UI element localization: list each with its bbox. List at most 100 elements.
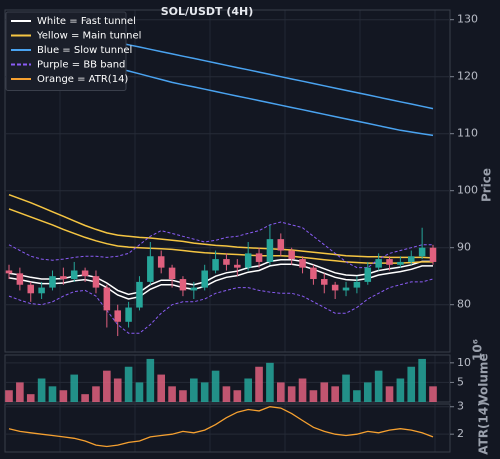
volume-bar <box>287 386 296 402</box>
volume-bar <box>157 374 166 402</box>
candle-body <box>5 270 13 274</box>
candle-body <box>114 310 121 322</box>
volume-bar <box>70 374 79 402</box>
candle-body <box>81 270 89 277</box>
volume-bar <box>211 370 220 402</box>
volume-bar <box>222 386 231 402</box>
y-tick-label: 100 <box>457 184 478 197</box>
candle-body <box>342 287 350 291</box>
candle-body <box>277 239 285 251</box>
candle-body <box>299 259 306 268</box>
candle-body <box>364 267 372 282</box>
candle-body <box>38 287 45 294</box>
legend-box <box>5 11 127 91</box>
candle-body <box>201 270 208 288</box>
legend-label: Purple = BB band <box>37 60 125 71</box>
y-axis-label: Volume <box>477 353 491 403</box>
chart-title: SOL/USDT (4H) <box>161 5 254 18</box>
overlay-line <box>8 221 433 269</box>
y-tick-label: 130 <box>457 13 478 26</box>
overlay-line <box>8 263 433 300</box>
candle-body <box>157 256 165 268</box>
candle-body <box>266 239 274 262</box>
volume-bar <box>331 386 339 402</box>
volume-bar <box>353 390 361 402</box>
volume-bar <box>320 382 329 402</box>
volume-bar <box>113 378 122 402</box>
volume-bar <box>276 382 285 402</box>
y-tick-label: 5 <box>457 375 464 388</box>
volume-bar <box>309 390 318 402</box>
volume-bar <box>37 378 46 402</box>
candle-body <box>418 247 426 257</box>
volume-bar <box>342 374 350 402</box>
volume-bar <box>244 378 252 402</box>
y-axis-label: Price <box>480 168 494 202</box>
candle-body <box>321 279 328 285</box>
panel-frame <box>4 403 451 453</box>
volume-bar <box>266 362 274 402</box>
volume-bar <box>407 366 416 402</box>
candle-body <box>136 281 143 308</box>
y-axis-label: ATR(14) <box>477 401 491 454</box>
volume-bar <box>179 390 187 402</box>
y-tick-label: 110 <box>457 127 478 140</box>
volume-bar <box>233 390 242 402</box>
atr-line <box>8 406 434 448</box>
volume-bar <box>5 390 13 402</box>
volume-bar <box>385 386 394 402</box>
volume-bar <box>26 394 35 402</box>
candle-body <box>386 259 393 265</box>
volume-bar <box>124 366 133 402</box>
candle-body <box>92 276 100 288</box>
y-tick-label: 10 <box>457 356 471 369</box>
volume-bar <box>298 378 307 402</box>
candle-body <box>234 264 241 268</box>
volume-bar <box>16 382 24 402</box>
overlay-line <box>8 278 434 334</box>
volume-bar <box>168 386 176 402</box>
candle-body <box>429 247 437 262</box>
y-tick-label: 3 <box>457 400 464 413</box>
volume-bar <box>146 358 155 402</box>
volume-bar <box>92 386 100 402</box>
candle-body <box>70 270 78 280</box>
vertical-grid <box>59 10 436 452</box>
legend-label: Orange = ATR(14) <box>37 74 128 85</box>
legend: White = Fast tunnel Yellow = Main tunnel B… <box>5 11 141 91</box>
candle-body <box>179 279 187 291</box>
volume-bar <box>418 358 426 402</box>
volume-bar <box>59 390 68 402</box>
candle-body <box>212 259 219 271</box>
candle-body <box>103 287 111 311</box>
overlay-line <box>8 193 434 259</box>
overlay-line <box>8 258 433 296</box>
candle-body <box>190 287 198 291</box>
y-tick-label: 90 <box>457 241 471 254</box>
volume-bar <box>363 382 372 402</box>
volume-bar <box>374 370 383 402</box>
y-tick-label: 120 <box>457 70 478 83</box>
axis-scale-label: 10⁶ <box>471 339 485 361</box>
candle-body <box>60 276 67 280</box>
volume-bar <box>103 370 111 402</box>
volume-bar <box>429 386 437 402</box>
candle-body <box>375 259 382 268</box>
candle-body <box>397 261 404 265</box>
candle-body <box>168 267 176 280</box>
y-tick-label: 80 <box>457 298 471 311</box>
candle-body <box>49 276 56 288</box>
candle-body <box>223 259 230 265</box>
volume-bar <box>48 386 57 402</box>
candle-body <box>125 307 132 322</box>
volume-bar <box>200 382 209 402</box>
volume-bar <box>396 378 405 402</box>
candle-body <box>16 273 24 285</box>
legend-label: White = Fast tunnel <box>37 16 136 27</box>
candle-body <box>288 250 295 260</box>
y-tick-label: 2 <box>457 427 464 440</box>
legend-label: Blue = Slow tunnel <box>37 45 132 56</box>
candle-body <box>244 253 252 268</box>
